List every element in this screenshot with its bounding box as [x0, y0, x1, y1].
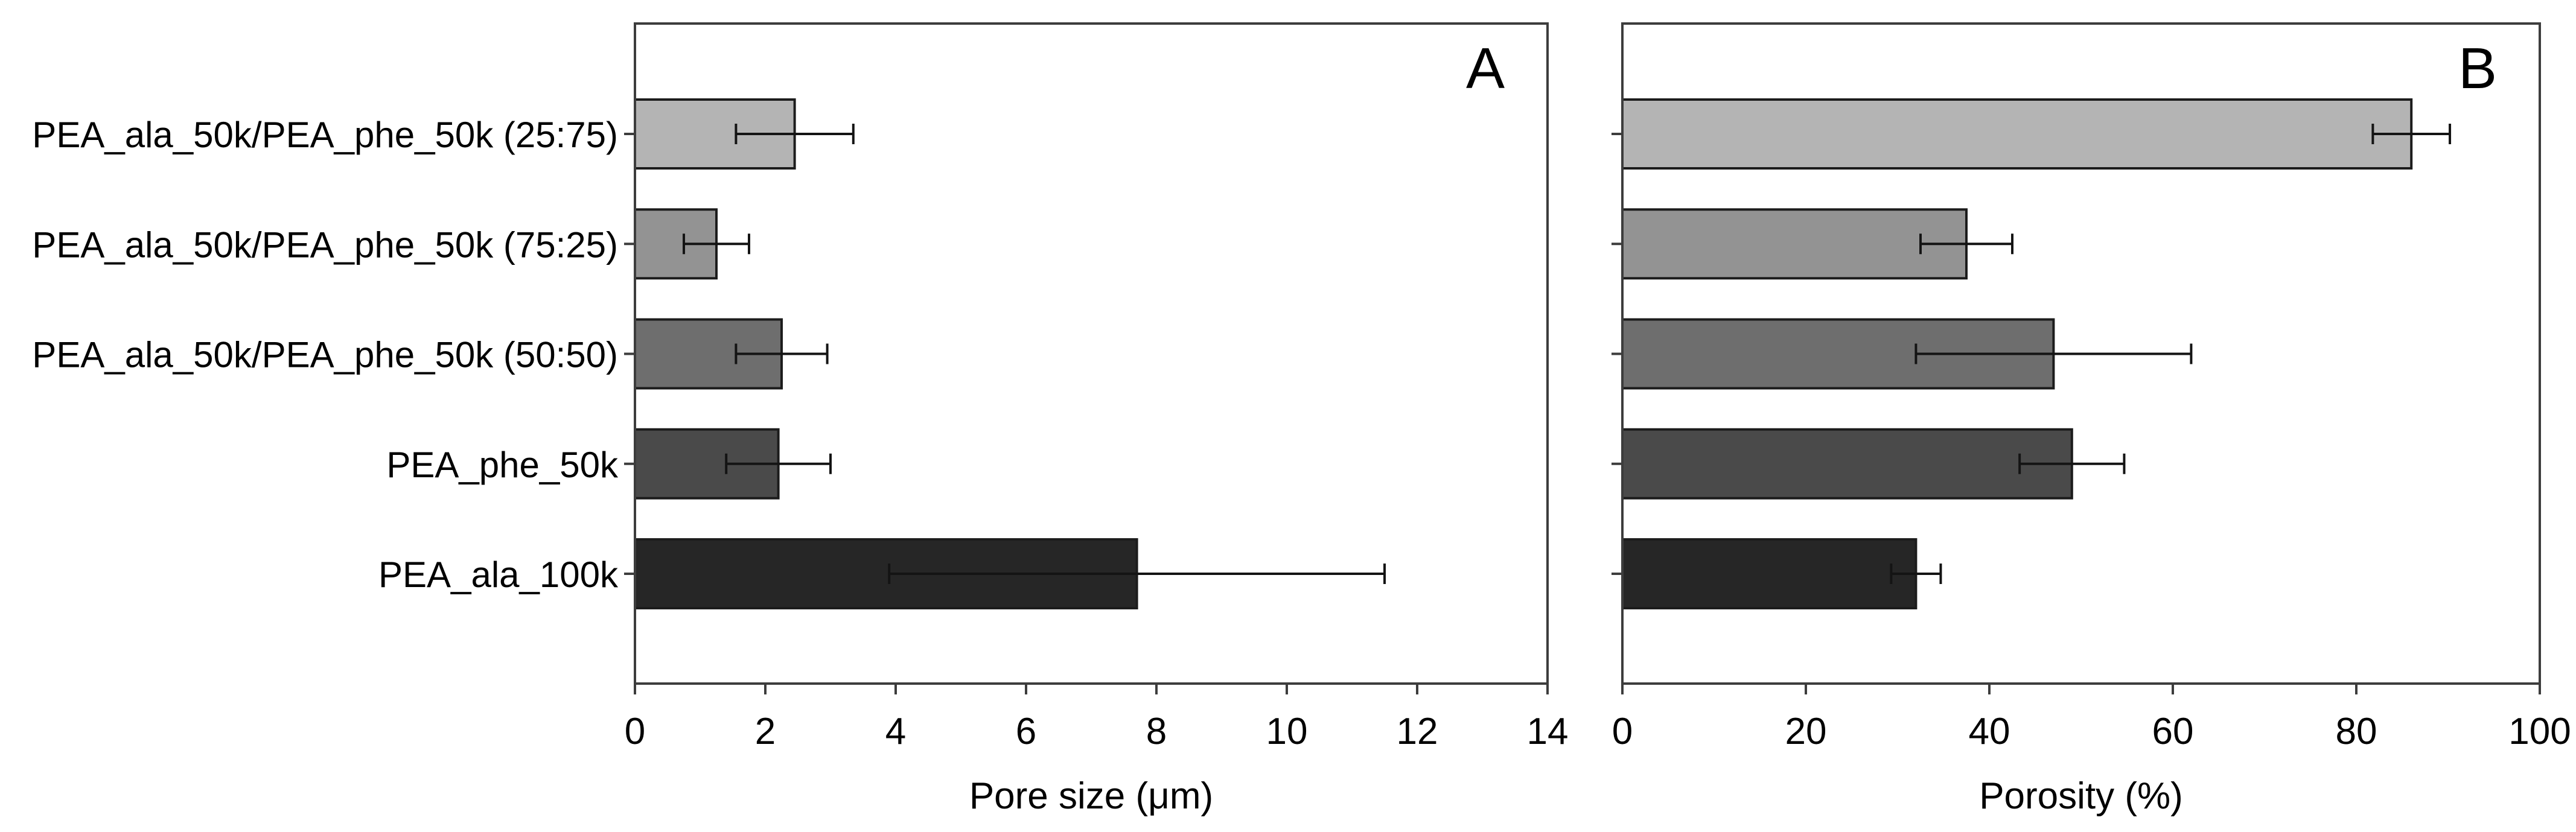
bar — [1621, 98, 2413, 170]
x-axis-title: Porosity (%) — [1979, 775, 2183, 817]
category-label: PEA_ala_100k — [378, 554, 619, 595]
category-label: PEA_ala_50k/PEA_phe_50k (75:25) — [32, 224, 618, 265]
x-tick-label: 4 — [885, 711, 906, 752]
bar — [1621, 428, 2073, 500]
category-label: PEA_ala_50k/PEA_phe_50k (50:50) — [32, 335, 618, 375]
plot-frame — [634, 22, 1549, 685]
x-tick-label: 6 — [1016, 711, 1036, 752]
category-label: PEA_ala_50k/PEA_phe_50k (25:75) — [32, 115, 618, 155]
bar — [1621, 208, 1968, 280]
x-tick-label: 2 — [755, 711, 776, 752]
x-tick-label: 10 — [1266, 711, 1308, 752]
x-tick-label: 100 — [2508, 711, 2571, 752]
x-tick-label: 0 — [625, 711, 645, 752]
panel-label: B — [2458, 36, 2497, 101]
x-tick-label: 14 — [1527, 711, 1569, 752]
x-tick-label: 0 — [1612, 711, 1633, 752]
x-tick-label: 20 — [1785, 711, 1827, 752]
x-tick-label: 40 — [1969, 711, 2010, 752]
x-tick-label: 60 — [2152, 711, 2194, 752]
category-label: PEA_phe_50k — [386, 445, 619, 485]
x-tick-label: 80 — [2336, 711, 2377, 752]
x-tick-label: 12 — [1397, 711, 1438, 752]
x-axis-title: Pore size (μm) — [969, 775, 1213, 817]
panel-label: A — [1466, 36, 1505, 101]
x-tick-label: 8 — [1146, 711, 1167, 752]
bar — [1621, 538, 1918, 609]
plot-frame — [1621, 22, 2541, 685]
